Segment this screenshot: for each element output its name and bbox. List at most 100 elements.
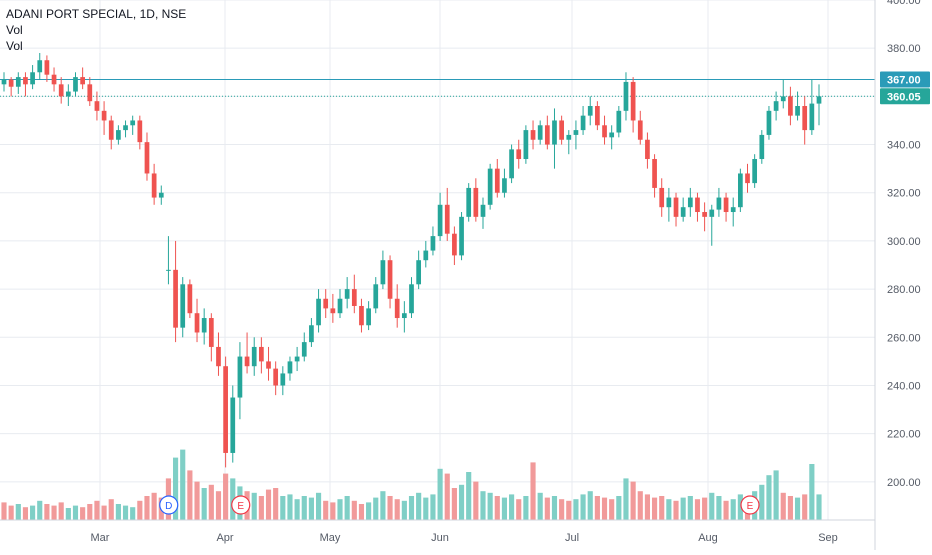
candle-body — [723, 197, 729, 213]
candle-body — [251, 346, 257, 367]
price-tag-label: 367.00 — [887, 75, 921, 87]
candle-body — [459, 216, 464, 256]
volume-bar — [566, 500, 572, 520]
candle-body — [244, 356, 250, 367]
volume-bar — [809, 464, 815, 520]
candle-body — [802, 106, 808, 131]
volume-bar — [72, 505, 79, 520]
candle-body — [559, 120, 564, 140]
candle-body — [80, 77, 85, 85]
candle-body — [759, 134, 765, 160]
volume-bar — [737, 494, 743, 520]
candle-body — [166, 269, 171, 271]
indicator-vol-1[interactable]: Vol — [6, 23, 23, 37]
candle-body — [294, 356, 300, 362]
volume-bar — [680, 497, 686, 520]
candle-body — [316, 298, 321, 326]
volume-bar — [616, 496, 622, 520]
volume-bar — [115, 504, 121, 520]
candle-body — [473, 187, 479, 217]
y-tick-label: 320.00 — [887, 188, 921, 200]
volume-bar — [394, 499, 400, 520]
candle-body — [73, 77, 78, 92]
volume-bar — [709, 492, 715, 520]
candle-body — [394, 298, 400, 319]
candle-body — [259, 346, 264, 362]
event-marker[interactable] — [231, 495, 251, 515]
volume-bar — [408, 496, 415, 520]
candle-body — [151, 173, 157, 198]
y-tick-label: 200.00 — [887, 477, 921, 489]
volume-bar — [458, 484, 465, 520]
candle-body — [566, 134, 572, 140]
candle-body — [816, 96, 822, 104]
volume-bar — [816, 494, 822, 520]
candle-body — [516, 149, 522, 160]
event-marker-label: D — [165, 501, 172, 512]
candle-body — [65, 91, 71, 97]
candle-body — [502, 178, 507, 193]
event-marker[interactable] — [740, 495, 760, 515]
candle-body — [709, 209, 715, 217]
volume-bar — [416, 492, 422, 520]
candle-body — [216, 346, 221, 367]
symbol-title[interactable]: ADANI PORT SPECIAL, 1D, NSE — [6, 7, 187, 21]
volume-bar — [215, 491, 222, 520]
price-tag — [880, 88, 930, 105]
candle-body — [809, 103, 815, 131]
volume-bar — [437, 468, 443, 520]
candle-body — [230, 397, 236, 453]
volume-bar — [630, 481, 636, 520]
x-tick-label: Sep — [818, 532, 838, 544]
volume-bar — [759, 484, 765, 520]
volume-bar — [230, 478, 236, 520]
candle-body — [266, 361, 271, 369]
volume-bar — [30, 505, 36, 520]
candle-body — [795, 106, 800, 116]
x-tick-label: May — [320, 532, 341, 544]
candle-body — [187, 284, 193, 314]
volume-bar — [315, 492, 322, 520]
candle-body — [630, 81, 636, 121]
candle-body — [201, 318, 207, 333]
indicator-vol-2[interactable]: Vol — [6, 39, 23, 53]
candle-body — [423, 250, 429, 261]
x-tick-label: Aug — [698, 532, 718, 544]
candle-body — [23, 77, 28, 85]
y-tick-label: 240.00 — [887, 380, 921, 392]
volume-bar — [623, 478, 629, 520]
volume-bar — [280, 496, 286, 520]
candle-body — [323, 298, 329, 309]
candle-body — [645, 139, 650, 160]
volume-bar — [802, 494, 808, 520]
volume-bar — [351, 500, 357, 520]
volume-bar — [94, 500, 100, 520]
candle-body — [380, 260, 386, 285]
candle-body — [1, 79, 7, 85]
candle-body — [587, 106, 593, 116]
candle-body — [780, 96, 786, 102]
volume-bar — [301, 496, 307, 520]
chart-legend: ADANI PORT SPECIAL, 1D, NSE Vol Vol — [6, 6, 186, 54]
event-marker[interactable] — [159, 495, 179, 515]
volume-bar — [651, 497, 658, 520]
volume-bar — [494, 496, 500, 520]
volume-bar — [366, 502, 372, 520]
candle-body — [695, 197, 700, 213]
volume-bar — [609, 499, 615, 520]
y-tick-label: 260.00 — [887, 332, 921, 344]
volume-bar — [637, 491, 643, 520]
candle-body — [116, 130, 121, 140]
x-tick-label: Apr — [216, 532, 233, 544]
volume-bar — [208, 484, 214, 520]
volume-bar — [308, 497, 314, 520]
y-tick-label: 380.00 — [887, 43, 921, 55]
volume-bar — [723, 500, 729, 520]
candle-body — [680, 207, 686, 217]
volume-bar — [466, 472, 472, 520]
volume-bar — [344, 496, 350, 520]
